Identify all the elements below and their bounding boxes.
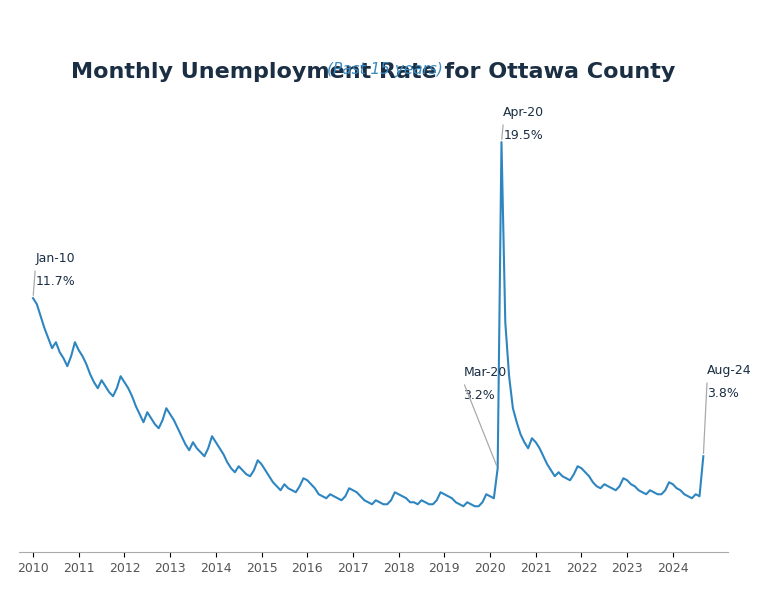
Text: 11.7%: 11.7%	[35, 275, 75, 288]
Text: Aug-24: Aug-24	[707, 364, 752, 377]
Text: (Past 15 years): (Past 15 years)	[327, 62, 443, 77]
Title: Monthly Unemployment Rate for Ottawa County: Monthly Unemployment Rate for Ottawa Cou…	[72, 62, 676, 82]
Text: Apr-20: Apr-20	[504, 106, 544, 119]
Text: 3.2%: 3.2%	[464, 389, 495, 402]
Text: 3.8%: 3.8%	[707, 387, 739, 400]
Text: Jan-10: Jan-10	[35, 252, 75, 265]
Text: 19.5%: 19.5%	[504, 129, 543, 142]
Text: Mar-20: Mar-20	[464, 366, 507, 379]
